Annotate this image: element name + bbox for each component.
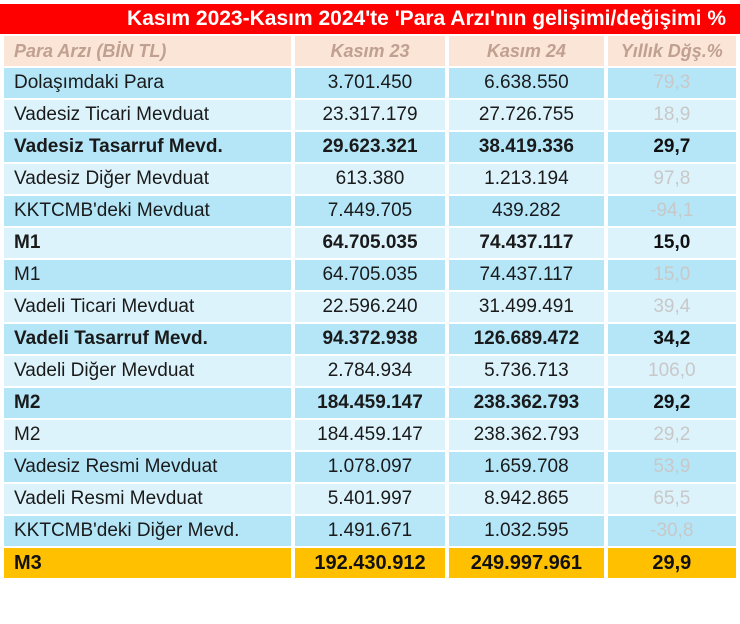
header-nov23: Kasım 23 bbox=[294, 36, 446, 68]
table-row: Vadesiz Resmi Mevduat 1.078.097 1.659.708 5… bbox=[4, 452, 736, 484]
row-nov23-value: 613.380 bbox=[294, 164, 446, 196]
row-annual-change: 53,9 bbox=[607, 452, 736, 484]
row-label: Vadeli Resmi Mevduat bbox=[4, 484, 291, 516]
row-annual-change: 29,2 bbox=[607, 420, 736, 452]
row-label: M1 bbox=[4, 228, 291, 260]
row-annual-change: 34,2 bbox=[607, 324, 736, 356]
row-label: KKTCMB'deki Mevduat bbox=[4, 196, 291, 228]
row-label: M2 bbox=[4, 388, 291, 420]
row-annual-change: 106,0 bbox=[607, 356, 736, 388]
table-row: Vadesiz Diğer Mevduat 613.380 1.213.194 97,… bbox=[4, 164, 736, 196]
table-row: M1 64.705.035 74.437.117 15,0 bbox=[4, 260, 736, 292]
table-row: Vadeli Tasarruf Mevd. 94.372.938 126.689.4… bbox=[4, 324, 736, 356]
row-label: Vadesiz Ticari Mevduat bbox=[4, 100, 291, 132]
row-annual-change: 15,0 bbox=[607, 228, 736, 260]
total-annual-change: 29,9 bbox=[607, 548, 736, 580]
row-nov23-value: 29.623.321 bbox=[294, 132, 446, 164]
row-nov23-value: 2.784.934 bbox=[294, 356, 446, 388]
row-nov23-value: 184.459.147 bbox=[294, 388, 446, 420]
table-row: Vadeli Ticari Mevduat 22.596.240 31.499.49… bbox=[4, 292, 736, 324]
row-nov24-value: 74.437.117 bbox=[449, 260, 604, 292]
row-nov23-value: 7.449.705 bbox=[294, 196, 446, 228]
row-label: M2 bbox=[4, 420, 291, 452]
row-nov23-value: 64.705.035 bbox=[294, 228, 446, 260]
total-row: M3 192.430.912 249.997.961 29,9 bbox=[4, 548, 736, 580]
row-annual-change: 97,8 bbox=[607, 164, 736, 196]
row-label: Vadeli Ticari Mevduat bbox=[4, 292, 291, 324]
row-annual-change: 29,2 bbox=[607, 388, 736, 420]
row-nov24-value: 126.689.472 bbox=[449, 324, 604, 356]
row-annual-change: -94,1 bbox=[607, 196, 736, 228]
header-category: Para Arzı (BİN TL) bbox=[4, 36, 291, 68]
row-label: Vadesiz Diğer Mevduat bbox=[4, 164, 291, 196]
table-row: Vadeli Resmi Mevduat 5.401.997 8.942.865 65… bbox=[4, 484, 736, 516]
row-nov24-value: 1.213.194 bbox=[449, 164, 604, 196]
table-row: M2 184.459.147 238.362.793 29,2 bbox=[4, 388, 736, 420]
row-nov24-value: 5.736.713 bbox=[449, 356, 604, 388]
table-row: KKTCMB'deki Mevduat 7.449.705 439.282 -94,1 bbox=[4, 196, 736, 228]
total-nov24-value: 249.997.961 bbox=[449, 548, 604, 580]
row-nov23-value: 94.372.938 bbox=[294, 324, 446, 356]
row-label: KKTCMB'deki Diğer Mevd. bbox=[4, 516, 291, 548]
row-annual-change: 79,3 bbox=[607, 68, 736, 100]
row-nov23-value: 5.401.997 bbox=[294, 484, 446, 516]
row-nov24-value: 8.942.865 bbox=[449, 484, 604, 516]
row-label: Dolaşımdaki Para bbox=[4, 68, 291, 100]
row-annual-change: 29,7 bbox=[607, 132, 736, 164]
row-nov24-value: 1.659.708 bbox=[449, 452, 604, 484]
row-nov23-value: 64.705.035 bbox=[294, 260, 446, 292]
header-annual-change: Yıllık Dğş.% bbox=[607, 36, 736, 68]
table-body: Dolaşımdaki Para 3.701.450 6.638.550 79,3 Va… bbox=[4, 68, 736, 580]
row-nov24-value: 439.282 bbox=[449, 196, 604, 228]
total-nov23-value: 192.430.912 bbox=[294, 548, 446, 580]
money-supply-table: Para Arzı (BİN TL) Kasım 23 Kasım 24 Yıl… bbox=[0, 36, 740, 580]
row-nov23-value: 22.596.240 bbox=[294, 292, 446, 324]
row-label: Vadesiz Resmi Mevduat bbox=[4, 452, 291, 484]
row-label: M1 bbox=[4, 260, 291, 292]
row-nov24-value: 27.726.755 bbox=[449, 100, 604, 132]
row-label: Vadesiz Tasarruf Mevd. bbox=[4, 132, 291, 164]
row-annual-change: 39,4 bbox=[607, 292, 736, 324]
row-annual-change: 18,9 bbox=[607, 100, 736, 132]
row-nov24-value: 238.362.793 bbox=[449, 420, 604, 452]
row-label: Vadeli Diğer Mevduat bbox=[4, 356, 291, 388]
row-annual-change: 15,0 bbox=[607, 260, 736, 292]
row-annual-change: -30,8 bbox=[607, 516, 736, 548]
row-annual-change: 65,5 bbox=[607, 484, 736, 516]
row-label: Vadeli Tasarruf Mevd. bbox=[4, 324, 291, 356]
header-row: Para Arzı (BİN TL) Kasım 23 Kasım 24 Yıl… bbox=[4, 36, 736, 68]
row-nov24-value: 38.419.336 bbox=[449, 132, 604, 164]
row-nov23-value: 1.078.097 bbox=[294, 452, 446, 484]
row-nov24-value: 238.362.793 bbox=[449, 388, 604, 420]
table-row: M1 64.705.035 74.437.117 15,0 bbox=[4, 228, 736, 260]
table-row: Vadesiz Tasarruf Mevd. 29.623.321 38.419.3… bbox=[4, 132, 736, 164]
row-nov23-value: 184.459.147 bbox=[294, 420, 446, 452]
table-row: KKTCMB'deki Diğer Mevd. 1.491.671 1.032.59… bbox=[4, 516, 736, 548]
table-row: Dolaşımdaki Para 3.701.450 6.638.550 79,3 bbox=[4, 68, 736, 100]
total-label: M3 bbox=[4, 548, 291, 580]
header-nov24: Kasım 24 bbox=[449, 36, 604, 68]
table-row: M2 184.459.147 238.362.793 29,2 bbox=[4, 420, 736, 452]
table-row: Vadesiz Ticari Mevduat 23.317.179 27.726.7… bbox=[4, 100, 736, 132]
row-nov24-value: 31.499.491 bbox=[449, 292, 604, 324]
row-nov24-value: 1.032.595 bbox=[449, 516, 604, 548]
row-nov23-value: 1.491.671 bbox=[294, 516, 446, 548]
row-nov24-value: 74.437.117 bbox=[449, 228, 604, 260]
row-nov23-value: 23.317.179 bbox=[294, 100, 446, 132]
row-nov23-value: 3.701.450 bbox=[294, 68, 446, 100]
table-row: Vadeli Diğer Mevduat 2.784.934 5.736.713 10… bbox=[4, 356, 736, 388]
report-title: Kasım 2023-Kasım 2024'te 'Para Arzı'nın … bbox=[0, 4, 740, 34]
row-nov24-value: 6.638.550 bbox=[449, 68, 604, 100]
